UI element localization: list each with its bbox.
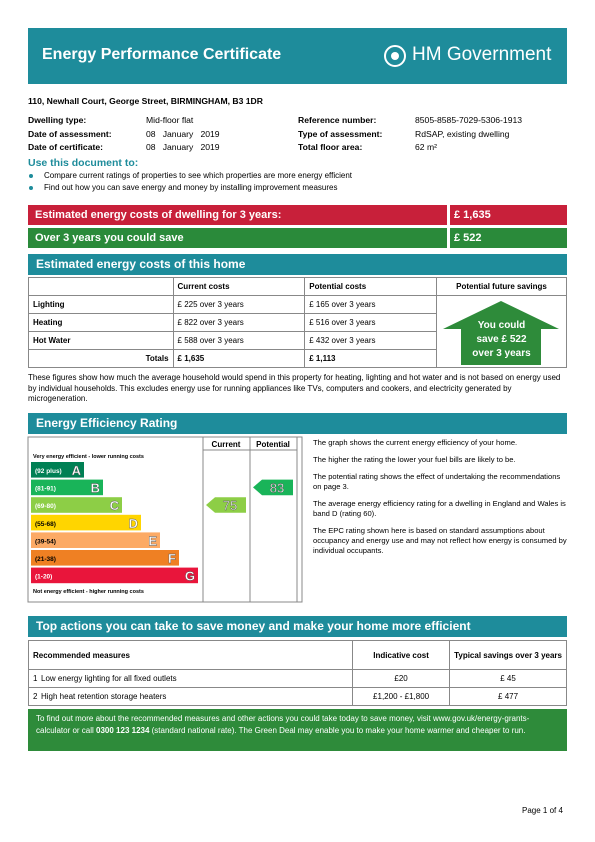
cost-row: Hot Water £ 588 over 3 years £ 432 over 3 …	[28, 331, 567, 350]
bullet-dot	[29, 186, 33, 190]
detail-label: Type of assessment:	[298, 128, 383, 139]
rating-paragraph: The potential rating shows the effect of…	[313, 472, 561, 491]
section-heading: Estimated energy costs of this home	[28, 254, 567, 275]
costs-table: Current costs Potential costs Potential fu…	[28, 277, 567, 368]
rating-arrow	[253, 479, 293, 496]
band-range: (55-68)	[35, 521, 56, 528]
detail-value: Mid-floor flat	[146, 115, 194, 125]
savings-text: You could	[477, 320, 526, 331]
crest	[384, 45, 406, 67]
top-label: Very energy efficient - lower running co…	[33, 454, 144, 460]
rating-paragraph: The average energy efficiency rating for…	[313, 499, 566, 518]
brand: HM Government	[412, 44, 552, 65]
band-range: (1-20)	[35, 574, 52, 581]
summary-label: Estimated energy costs of dwelling for 3…	[28, 205, 447, 225]
band-letter: F	[168, 551, 176, 566]
band	[31, 532, 160, 548]
cell: £ 45	[449, 669, 567, 688]
savings-arrow	[443, 300, 559, 365]
detail-value: 62 m²	[415, 142, 437, 152]
column-header: Current	[212, 440, 241, 449]
savings-text: over 3 years	[472, 348, 531, 359]
band	[31, 479, 103, 496]
band-range: (39-54)	[35, 538, 56, 545]
detail-label: Date of assessment:	[28, 128, 112, 139]
cell: 2	[28, 687, 41, 706]
detail-label: Dwelling type:	[28, 115, 87, 125]
cell: Indicative cost	[352, 640, 451, 670]
band	[31, 462, 84, 478]
cell: High heat retention storage heaters	[41, 687, 354, 706]
footer-text: To find out more about the recommended m…	[36, 714, 530, 735]
page-number: Page 1 of 4	[522, 806, 563, 815]
footer-text: (standard national rate). The Green Deal…	[149, 726, 526, 735]
detail-label: Reference number:	[298, 115, 377, 125]
rating-paragraph: The higher the rating the lower your fue…	[313, 455, 516, 464]
cell: Recommended measures	[27, 640, 354, 670]
band-letter: B	[91, 481, 100, 496]
cell: £ 1,635	[172, 349, 306, 368]
cell: You could save £ 522 over 3 years	[436, 295, 567, 368]
rating-paragraph: The graph shows the current energy effic…	[313, 438, 518, 447]
section-heading: Energy Efficiency Rating	[28, 413, 567, 434]
band-letter: D	[129, 516, 138, 531]
band	[31, 567, 198, 584]
savings-text: save £ 522	[476, 334, 527, 345]
chart-frame	[27, 436, 303, 603]
cost-row: Heating £ 822 over 3 years £ 516 over 3 ye…	[28, 313, 567, 332]
summary-value: £ 522	[450, 228, 567, 248]
band-letter: C	[110, 498, 120, 513]
header-row: Recommended measures Indicative cost Typic…	[27, 640, 567, 670]
action-row: 2 High heat retention storage heaters £1,2…	[28, 687, 567, 706]
detail-value: 08 January 2019	[146, 128, 220, 139]
summary-value: £ 1,635	[450, 205, 567, 225]
footer-box: To find out more about the recommended m…	[28, 709, 567, 751]
detail-value: 08 January 2019	[146, 142, 220, 152]
band-range: (69-80)	[35, 503, 56, 510]
cell: £ 1,113	[304, 349, 437, 368]
section-heading: Top actions you can take to save money a…	[28, 616, 567, 637]
bottom-label: Not energy efficient - higher running co…	[33, 589, 144, 595]
detail-value: 8505-8585-7029-5306-1913	[415, 115, 523, 125]
band-letter: A	[72, 463, 82, 478]
column-header: Potential	[256, 440, 290, 449]
band-letter: E	[148, 533, 157, 548]
totals-row: Totals £ 1,635 £ 1,113	[28, 349, 567, 368]
band-range: (92 plus)	[35, 468, 62, 475]
bullet: Compare current ratings of properties to…	[44, 171, 353, 180]
band-range: (81-91)	[35, 486, 56, 493]
rating-value: 75	[223, 498, 237, 513]
cell: £20	[352, 669, 451, 688]
band	[31, 497, 122, 513]
title: Energy Performance Certificate	[42, 46, 282, 63]
band-letter: G	[185, 569, 195, 584]
detail-value: RdSAP, existing dwelling	[415, 128, 510, 139]
detail-label: Total floor area:	[298, 142, 363, 152]
bullet-dot	[29, 174, 33, 178]
cell: Low energy lighting for all fixed outlet…	[41, 669, 354, 688]
band-range: (21-38)	[35, 556, 56, 563]
phone: 0300 123 1234	[96, 726, 150, 735]
band	[31, 550, 179, 566]
rating-value: 83	[270, 480, 284, 495]
detail-label: Date of certificate:	[28, 142, 103, 152]
cell: £1,200 - £1,800	[352, 687, 451, 706]
band	[31, 514, 141, 531]
header-bar: Energy Performance Certificate HM Govern…	[28, 28, 567, 84]
bullet: Find out how you can save energy and mon…	[44, 183, 338, 192]
use-title: Use this document to:	[28, 157, 139, 169]
summary-label: Over 3 years you could save	[28, 228, 447, 248]
address: 110, Newhall Court, George Street, BIRMI…	[28, 96, 263, 106]
rating-arrow	[206, 497, 246, 513]
action-row: 1 Low energy lighting for all fixed outle…	[28, 669, 567, 688]
cell: Typical savings over 3 years	[449, 640, 567, 670]
actions-table: Recommended measures Indicative cost Typic…	[27, 640, 567, 706]
rating-paragraph: The EPC rating shown here is based on st…	[313, 526, 567, 555]
note: These figures show how much the average …	[28, 373, 561, 403]
cell: £ 477	[449, 687, 567, 706]
cost-row: Lighting £ 225 over 3 years £ 165 over 3 y…	[28, 295, 567, 368]
cell: 1	[28, 669, 41, 688]
